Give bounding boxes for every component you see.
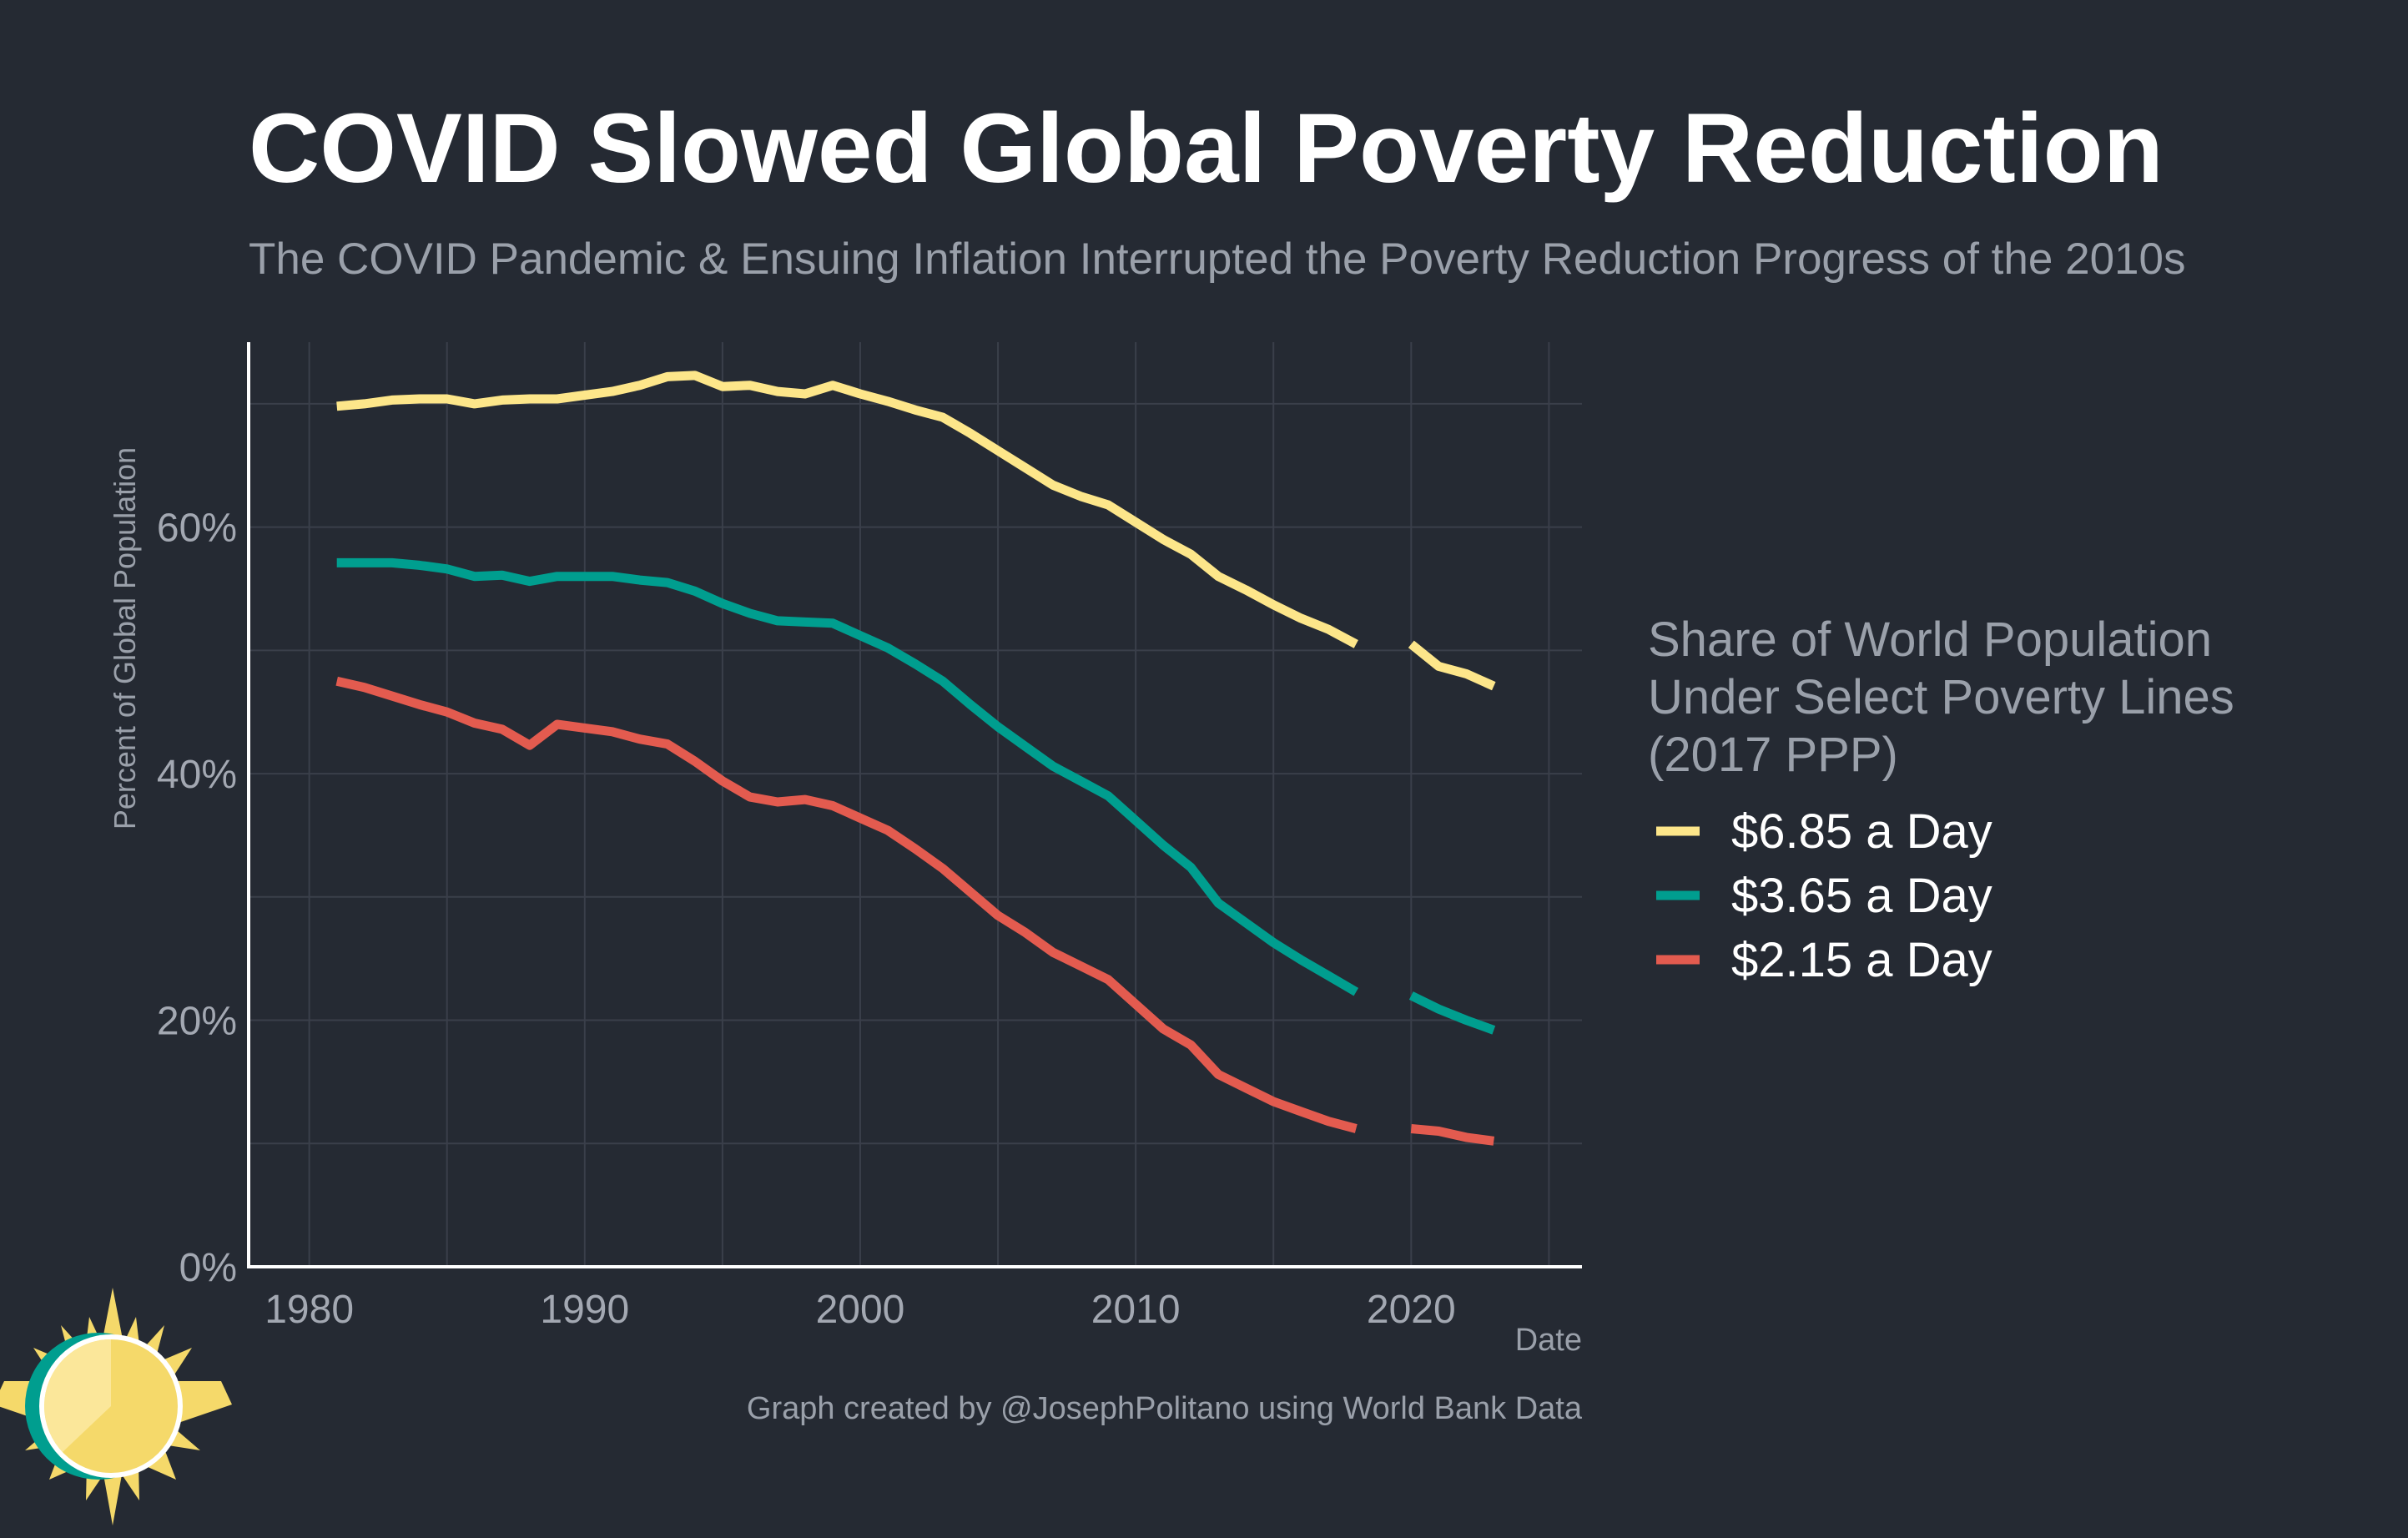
legend-title-line-2: Under Select Poverty Lines <box>1648 670 2234 724</box>
chart-title: COVID Slowed Global Poverty Reduction <box>249 93 2164 204</box>
y-tick-label: 60% <box>157 507 237 551</box>
series-line-6-85-a-day <box>336 371 1496 691</box>
series-lines <box>335 371 1496 1146</box>
legend: Share of World Population Under Select P… <box>1648 613 2234 987</box>
legend-label: $6.85 a Day <box>1731 804 1992 859</box>
y-tick-label: 20% <box>157 1000 237 1044</box>
axes <box>247 342 1582 1268</box>
chart-subtitle: The COVID Pandemic & Ensuing Inflation I… <box>249 234 2186 284</box>
legend-label: $2.15 a Day <box>1731 933 1992 987</box>
sun-logo-icon <box>0 1288 232 1525</box>
legend-items: $6.85 a Day $3.65 a Day $2.15 a Day <box>1656 804 1992 987</box>
x-tick-label: 1990 <box>540 1288 629 1332</box>
x-tick-label: 1980 <box>264 1288 354 1332</box>
y-tick-label: 40% <box>157 753 237 797</box>
y-tick-label: 0% <box>179 1246 237 1290</box>
x-tick-label: 2010 <box>1091 1288 1181 1332</box>
y-axis-label: Percent of Global Population <box>108 447 142 830</box>
x-tick-label: 2000 <box>816 1288 905 1332</box>
legend-title-line-3: (2017 PPP) <box>1648 728 1898 782</box>
series-line-2-15-a-day <box>335 676 1495 1146</box>
tick-labels: 0% 20% 40% 60% 1980 1990 2000 2010 2020 <box>157 507 1456 1332</box>
series-line-3-65-a-day <box>336 557 1496 1035</box>
legend-label: $3.65 a Day <box>1731 869 1992 923</box>
legend-title-line-1: Share of World Population <box>1648 613 2212 667</box>
x-axis-label: Date <box>1515 1323 1582 1358</box>
x-tick-label: 2020 <box>1367 1288 1456 1332</box>
gridlines <box>249 342 1582 1267</box>
source-caption: Graph created by @JosephPolitano using W… <box>747 1391 1583 1426</box>
